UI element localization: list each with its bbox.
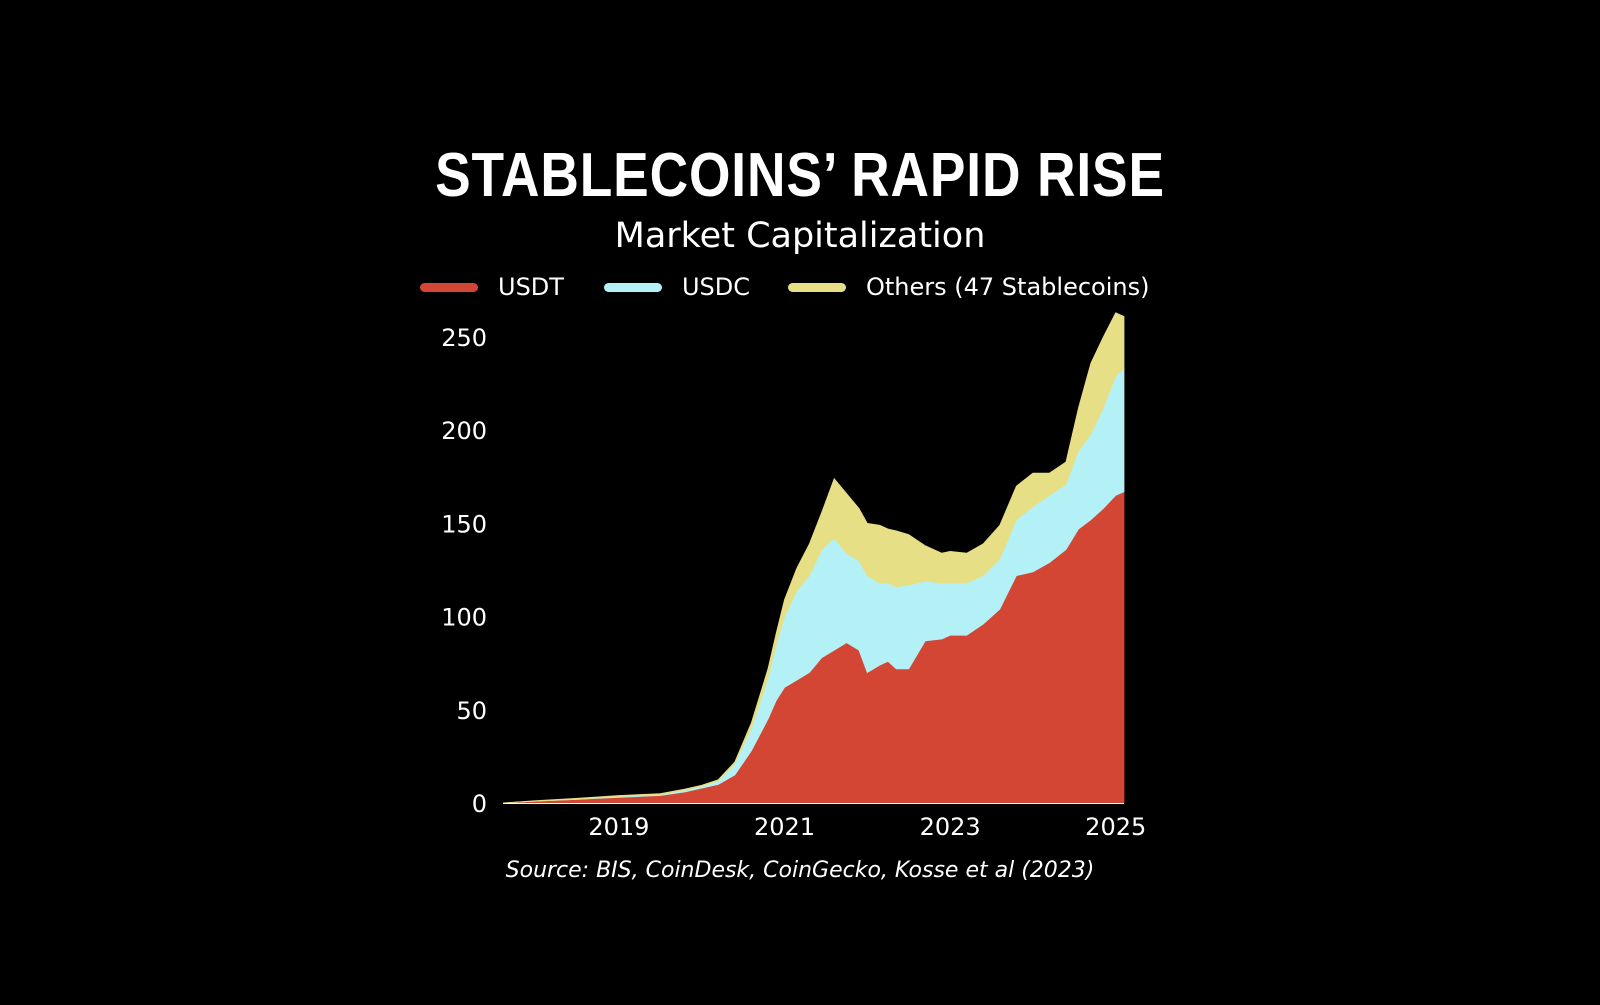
legend-label-others: Others (47 Stablecoins) (866, 273, 1150, 301)
legend-swatch-usdc (603, 282, 662, 292)
y-tick-label: 200 (441, 417, 487, 445)
x-tick-label: 2019 (588, 813, 649, 841)
legend-swatch-usdt (420, 282, 478, 292)
chart-title: STABLECOINS’ RAPID RISE (435, 141, 1165, 210)
source-note: Source: BIS, CoinDesk, CoinGecko, Kosse … (505, 858, 1095, 883)
x-tick-label: 2023 (920, 813, 981, 841)
area-others (502, 312, 1125, 804)
y-tick-label: 50 (456, 697, 487, 725)
y-tick-label: 150 (441, 510, 487, 538)
legend-swatch-others (788, 282, 846, 292)
legend: USDT USDC Others (47 Stablecoins) (420, 270, 1149, 304)
legend-item-usdt: USDT (420, 273, 564, 301)
legend-label-usdc: USDC (681, 273, 750, 301)
y-tick-label: 100 (441, 604, 487, 632)
y-tick-label: 0 (472, 790, 487, 818)
legend-item-usdc: USDC (603, 273, 750, 301)
x-tick-label: 2025 (1085, 813, 1146, 841)
legend-item-others: Others (47 Stablecoins) (788, 273, 1149, 301)
x-tick-label: 2021 (754, 813, 815, 841)
chart-subtitle: Market Capitalization (614, 216, 986, 256)
legend-label-usdt: USDT (498, 273, 564, 301)
y-tick-label: 250 (441, 324, 487, 352)
